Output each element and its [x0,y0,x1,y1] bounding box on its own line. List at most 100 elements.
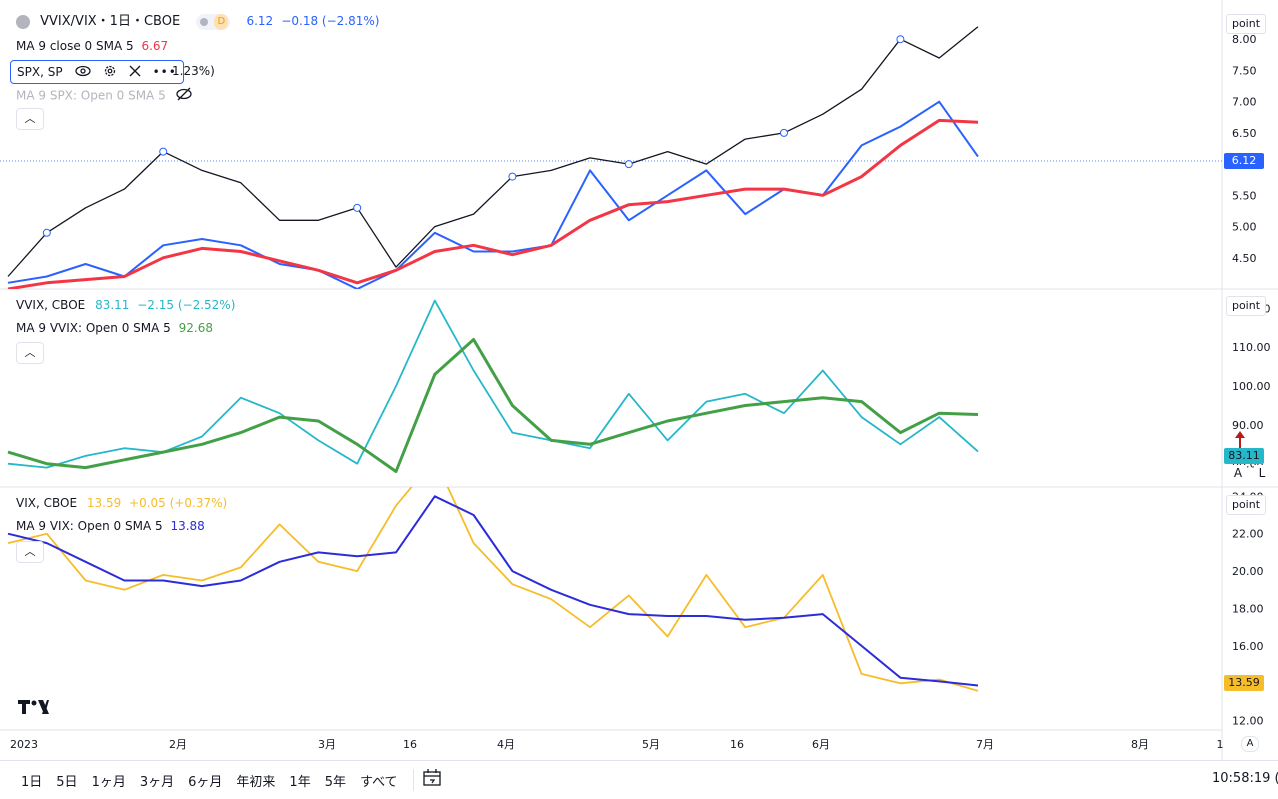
price-tick-label: 90.00 [1232,419,1264,432]
badge-dot [200,17,209,26]
timeframe-button[interactable]: 6ヶ月 [188,774,223,790]
ratio-ma-line[interactable] [7,118,979,289]
scale-unit-3[interactable]: point [1226,495,1266,515]
collapse-legend-button-1[interactable]: ︿ [16,108,44,130]
auto-scale-button[interactable]: A [1230,465,1246,481]
time-axis[interactable]: 2023 2月 3月 16 4月 5月 16 6月 7月 8月 1 [10,738,1224,751]
vix-ma-label: MA 9 VIX: Open 0 SMA 5 [16,519,163,533]
more-icon[interactable]: ••• [152,65,177,79]
vix-symbol: VIX, CBOE [16,496,78,510]
vix-ma-value: 13.88 [170,519,205,533]
spx-ma-legend[interactable]: MA 9 SPX: Open 0 SMA 5 [16,87,192,105]
price-tick-label: 12.00 [1232,715,1264,728]
spx-line[interactable] [7,26,979,277]
tradingview-logo-icon [18,700,49,714]
tradingview-logo[interactable]: TV [18,698,50,722]
chart-canvas[interactable]: 8.007.507.006.506.005.505.004.50120.0011… [0,0,1278,760]
pane-ratio[interactable] [7,26,979,289]
pane-vix[interactable] [7,459,979,692]
vvix-last: 83.11 [95,298,130,312]
spx-marker[interactable] [508,172,517,181]
vvix-legend[interactable]: VVIX, CBOE 83.11 −2.15 (−2.52%) [16,297,235,313]
clock[interactable]: 10:58:19 (U [1212,771,1278,786]
vix-line[interactable] [7,459,979,692]
ma-close-label: MA 9 close 0 SMA 5 [16,39,134,53]
spx-marker[interactable] [896,35,905,44]
price-tick-label: 18.00 [1232,603,1264,616]
close-icon[interactable] [129,65,141,80]
vix-ma-line[interactable] [7,495,979,687]
vix-change: +0.05 (+0.37%) [129,496,228,510]
price-tick-label: 7.50 [1232,64,1257,77]
chevron-up-icon: ︿ [24,545,36,558]
time-tick-label: 2月 [169,738,187,751]
vix-legend[interactable]: VIX, CBOE 13.59 +0.05 (+0.37%) [16,495,227,511]
timeframe-button[interactable]: 3ヶ月 [139,774,175,790]
delayed-badge: D [214,13,229,30]
eye-icon[interactable] [74,65,91,80]
timeframe-button[interactable]: 1年 [289,774,311,790]
timeframe-button[interactable]: すべて [359,774,398,790]
chevron-up-icon: ︿ [24,112,36,125]
last-price-tag-vix: 13.59 [1224,675,1264,691]
time-tick-label: 2023 [10,738,38,751]
vix-last: 13.59 [86,496,122,510]
ma-close-value: 6.67 [141,39,169,53]
symbol-icon [16,14,30,29]
log-scale-button[interactable]: L [1254,465,1270,481]
price-tick-label: 8.00 [1232,33,1257,46]
timeframe-list: 1日 5日 1ヶ月 3ヶ月 6ヶ月 年初来 1年 5年 すべて [14,771,405,790]
price-tick-label: 4.50 [1232,252,1257,265]
price-tick-label: 5.00 [1232,221,1257,234]
date-range-icon[interactable] [422,768,444,792]
collapse-legend-button-3[interactable]: ︿ [16,541,44,563]
collapse-legend-button-2[interactable]: ︿ [16,342,44,364]
price-tick-label: 20.00 [1232,565,1264,578]
ma-close-legend[interactable]: MA 9 close 0 SMA 5 6.67 [16,38,168,54]
pane-vvix[interactable] [7,299,979,473]
timeframe-button[interactable]: 5年 [324,774,346,790]
time-tick-label: 16 [403,738,417,751]
vvix-change: −2.15 (−2.52%) [137,298,236,312]
spx-marker[interactable] [353,203,362,212]
time-tick-label: 8月 [1131,738,1149,751]
scale-unit-1[interactable]: point [1226,14,1266,34]
spx-series-toolbar[interactable]: SPX, SP ••• [10,60,184,84]
main-legend: VVIX/VIX・1日・CBOE D 6.12 −0.18 (−2.81%) [16,13,379,30]
gear-icon[interactable] [103,64,117,81]
interval-badge: D [196,13,231,30]
price-tick-label: 7.00 [1232,96,1257,109]
vvix-ma-legend[interactable]: MA 9 VVIX: Open 0 SMA 5 92.68 [16,320,213,336]
symbol-title[interactable]: VVIX/VIX・1日・CBOE [40,14,181,29]
divider [412,769,414,791]
price-tick-label: 100.00 [1232,380,1271,393]
timeframe-button[interactable]: 1ヶ月 [91,774,126,790]
timeframe-button[interactable]: 1日 [21,774,43,790]
spx-marker[interactable] [780,128,788,137]
spx-marker[interactable] [624,160,633,169]
time-tick-label: 7月 [976,738,994,751]
percent-scale-button[interactable]: A [1241,736,1259,752]
price-tick-label: 16.00 [1232,640,1264,653]
time-tick-label: 6月 [812,738,830,751]
timeframe-button[interactable]: 5日 [56,774,78,790]
spx-pct: 1.23%) [172,64,215,78]
last-price-tag-ratio: 6.12 [1224,153,1264,169]
vix-ma-legend[interactable]: MA 9 VIX: Open 0 SMA 5 13.88 [16,518,205,534]
vvix-ma-line[interactable] [7,338,979,473]
chevron-up-icon: ︿ [24,346,36,359]
price-axis[interactable]: 8.007.507.006.506.005.505.004.50120.0011… [1232,33,1271,727]
last-value: 6.12 [246,14,274,28]
eye-off-icon[interactable] [175,87,192,104]
spx-marker[interactable] [42,228,51,237]
last-price-tag-vvix: 83.11 [1224,448,1264,464]
spx-marker[interactable] [159,147,168,156]
spx-label: SPX, SP [17,65,63,79]
price-tick-label: 110.00 [1232,341,1271,354]
timeframe-button[interactable]: 年初来 [236,774,276,790]
scale-unit-2[interactable]: point [1226,296,1266,316]
time-tick-label: 4月 [497,738,515,751]
time-tick-label: 16 [730,738,744,751]
time-tick-label: 5月 [642,738,660,751]
